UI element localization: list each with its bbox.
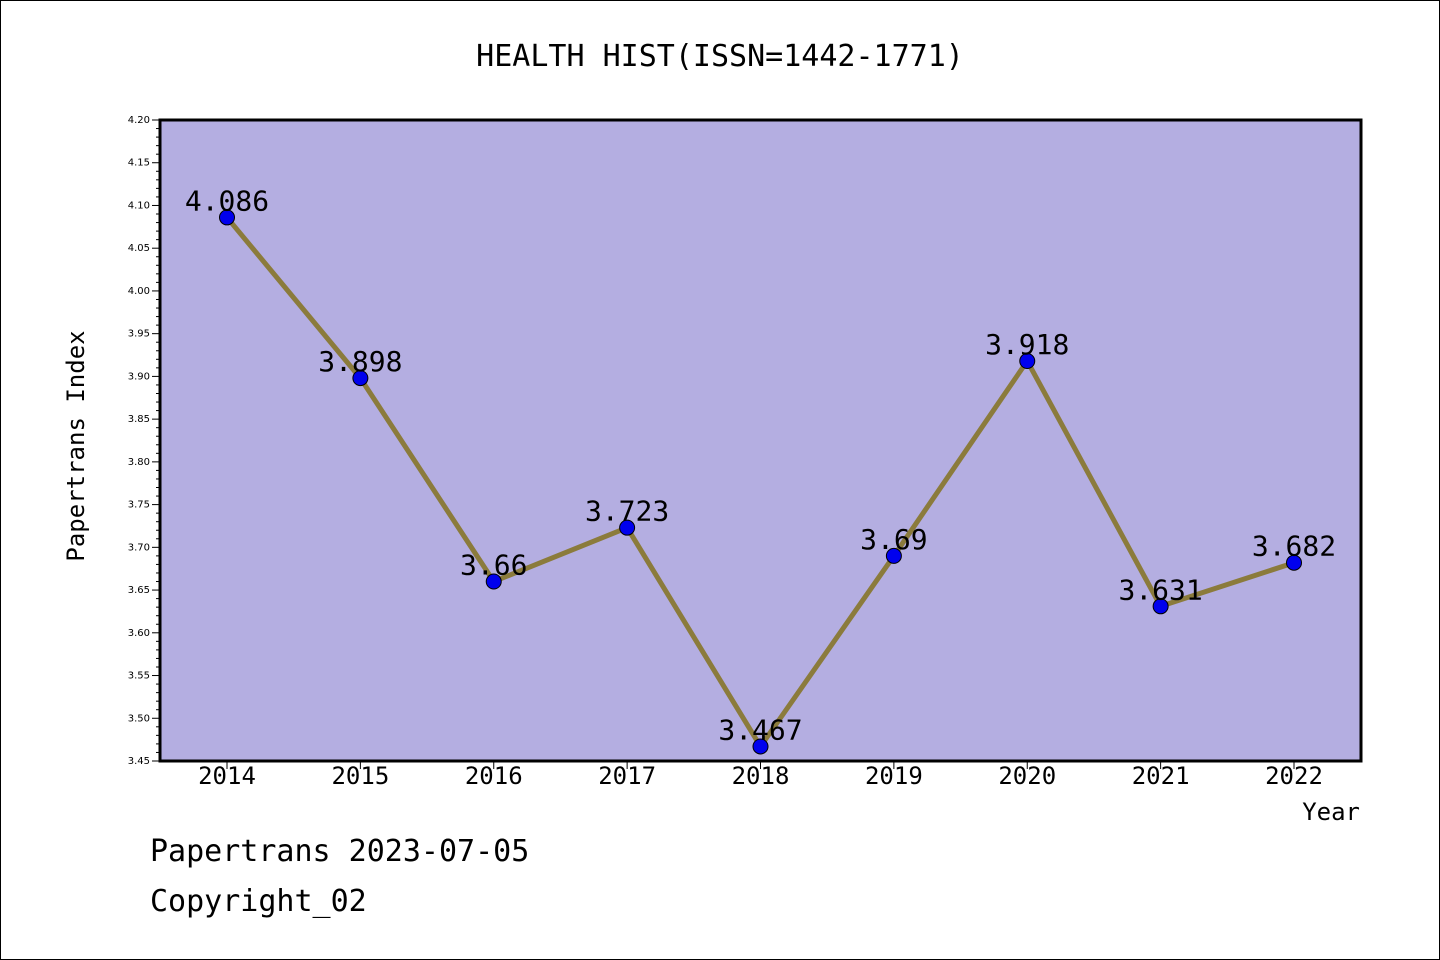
y-tick-label: 3.95 <box>128 329 150 340</box>
data-point <box>485 573 502 590</box>
y-tick-label: 3.55 <box>128 671 150 682</box>
y-tick-label: 4.00 <box>128 286 150 297</box>
data-point <box>1286 554 1302 571</box>
x-axis-label: Year <box>1302 798 1360 826</box>
data-label: 3.66 <box>460 549 527 582</box>
x-tick-label: 2019 <box>865 762 923 790</box>
y-tick-label: 3.75 <box>128 500 150 511</box>
y-tick-label: 4.20 <box>128 115 150 126</box>
data-label: 3.682 <box>1252 530 1336 563</box>
data-label: 3.69 <box>860 523 927 556</box>
series-line-group <box>219 209 1302 755</box>
y-axis: 3.45 3.50 3.55 3.60 3.65 3.70 3.75 3.80 3.85 3.90… <box>128 115 160 767</box>
y-tick-label: 3.50 <box>128 713 150 724</box>
data-labels: 4.086 3.898 3.66 3.723 3.467 3.69 3.918 3.631 3.… <box>185 184 1336 746</box>
data-point <box>752 738 769 755</box>
y-axis-label: Papertrans Index <box>62 330 90 561</box>
chart-title: HEALTH HIST(ISSN=1442-1771) <box>476 39 964 74</box>
footer-date: Papertrans 2023-07-05 <box>150 834 530 869</box>
data-label: 3.723 <box>585 495 669 528</box>
y-tick-label: 3.45 <box>128 756 150 767</box>
x-tick-label: 2016 <box>465 762 523 790</box>
x-tick-label: 2014 <box>198 762 256 790</box>
x-tick-label: 2018 <box>732 762 790 790</box>
y-tick-label: 3.80 <box>128 457 150 468</box>
x-tick-label: 2022 <box>1265 762 1323 790</box>
x-tick-label: 2020 <box>998 762 1056 790</box>
footer-copyright: Copyright_02 <box>150 884 367 919</box>
data-label: 3.918 <box>985 328 1069 361</box>
data-label: 3.631 <box>1118 573 1202 606</box>
data-point <box>885 547 902 564</box>
data-label: 4.086 <box>185 184 269 217</box>
data-point <box>352 370 369 387</box>
data-point <box>619 519 636 536</box>
y-tick-label: 3.65 <box>128 585 150 596</box>
y-tick-label: 3.70 <box>128 542 150 553</box>
data-point <box>219 209 235 226</box>
y-tick-label: 3.60 <box>128 628 150 639</box>
y-tick-label: 4.10 <box>128 200 150 211</box>
data-label: 3.467 <box>718 713 802 746</box>
data-point <box>1152 598 1169 615</box>
y-tick-label: 4.05 <box>128 243 150 254</box>
x-tick-label: 2017 <box>598 762 656 790</box>
y-tick-label: 3.85 <box>128 414 150 425</box>
y-tick-label: 3.90 <box>128 371 150 382</box>
data-label: 3.898 <box>318 345 402 378</box>
x-tick-label: 2021 <box>1132 762 1190 790</box>
y-tick-label: 4.15 <box>128 158 150 169</box>
x-tick-label: 2015 <box>331 762 389 790</box>
data-point <box>1019 353 1036 370</box>
x-axis: 2014 2015 2016 2017 2018 2019 2020 2021 2022 <box>198 761 1323 790</box>
plot-area <box>158 118 1363 763</box>
